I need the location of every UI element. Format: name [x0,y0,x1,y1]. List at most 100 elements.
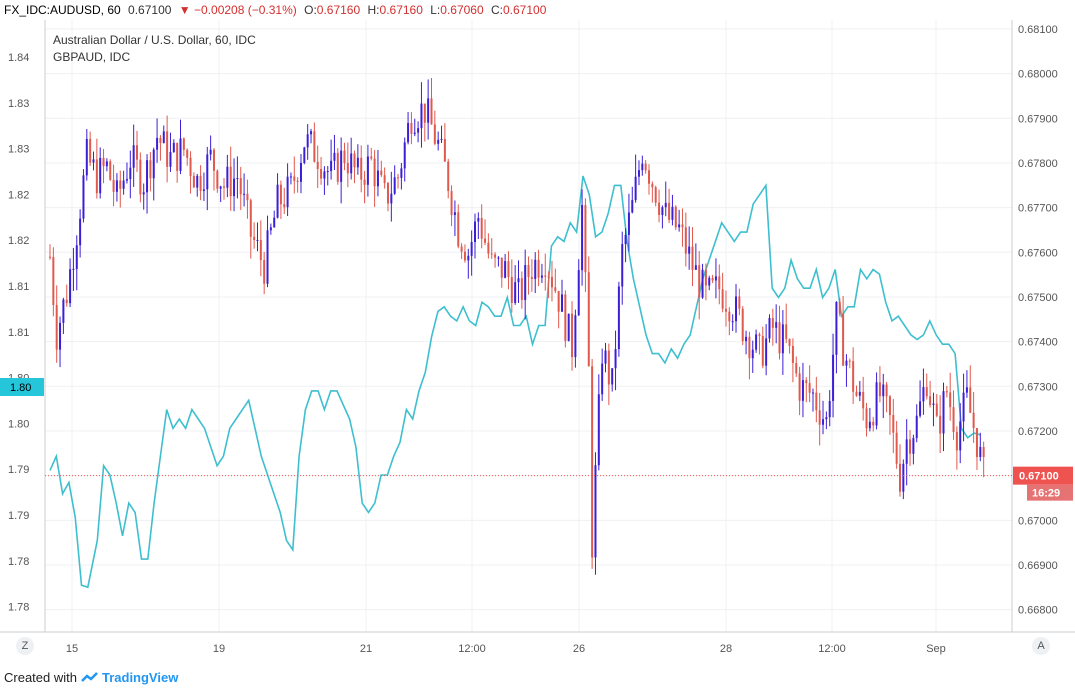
candle-body [554,287,557,292]
candle-body [735,296,738,322]
candle-body [805,380,808,384]
candle-body [955,432,958,451]
symbol-label[interactable]: FX_IDC:AUDUSD, 60 [4,3,121,17]
candle-body [49,256,51,258]
candle-body [353,153,356,168]
candle-body [778,322,781,354]
candle-body [868,421,871,429]
candle-body [621,244,624,287]
candle-body [249,200,252,237]
candle-body [199,175,202,191]
candle-body [79,218,82,246]
candle-body [52,257,55,306]
y-tick-label-left: 1.80 [8,418,29,430]
candle-body [316,161,319,170]
candle-body [939,415,942,434]
candle-body [326,171,329,173]
candle-body [547,276,550,278]
candle-body [253,236,256,241]
candle-body [65,299,68,304]
candle-body [888,396,891,416]
candle-body [146,160,149,193]
x-tick-label: 12:00 [458,643,486,655]
y-tick-label-left: 1.78 [8,602,29,614]
candle-body [376,170,379,187]
candle-body [99,157,102,194]
price-chart[interactable]: 0.68100 0.68000 0.67900 0.67800 0.67700 0.676… [0,20,1075,660]
chart-axes: 0.68100 0.68000 0.67900 0.67800 0.67700 0.676… [0,20,1075,655]
candle-body [457,212,460,247]
legend-main-series[interactable]: Australian Dollar / U.S. Dollar, 60, IDC [53,33,256,47]
candle-body [413,132,416,134]
candle-body [336,152,339,182]
candle-body [246,193,249,201]
candle-body [962,392,965,422]
candle-body [959,421,962,451]
candle-body [745,336,748,342]
candle-body [139,159,142,195]
candle-body [795,362,798,374]
candle-body [979,446,982,458]
tradingview-logo[interactable]: TradingView [81,670,178,685]
candle-body [855,391,858,396]
candle-body [283,204,286,208]
candle-body [125,179,128,181]
candle-body [691,246,694,270]
candle-body [845,360,848,366]
candle-body [842,313,845,366]
y-tick-label-right: 0.68000 [1018,69,1058,81]
candle-body [517,278,520,283]
candle-body [320,169,323,179]
candle-body [835,301,838,355]
legend-compare-series[interactable]: GBPAUD, IDC [53,50,130,64]
candle-body [738,296,741,309]
candle-body [540,275,543,278]
candle-body [781,324,784,354]
y-tick-label-right: 0.68100 [1018,24,1058,36]
candle-body [400,168,403,178]
candle-body [363,179,366,185]
candle-body [728,311,731,322]
candle-body [430,98,433,125]
candle-body [571,313,574,358]
candle-body [684,227,687,254]
high-value: 0.67160 [379,3,423,17]
candle-body [648,170,651,184]
candle-body [112,179,115,192]
y-tick-label-left: 1.82 [8,189,29,201]
candle-body [510,276,513,303]
candle-body [276,184,279,218]
candle-body [597,394,600,466]
created-with-label: Created with [4,670,77,685]
auto-scale-button[interactable]: A [1032,637,1050,655]
candle-body [470,241,473,256]
candle-body [775,322,778,328]
candle-body [504,261,507,278]
candle-body [952,407,955,433]
low-value: 0.67060 [440,3,484,17]
candle-body [912,438,915,454]
zoom-button[interactable]: Z [16,637,34,655]
candle-body [708,277,711,286]
candle-body [530,276,533,279]
candle-body [166,131,169,167]
candle-body [119,180,122,189]
candle-body [269,227,272,231]
candle-body [484,238,487,243]
last-price: 0.67100 [128,3,172,17]
candle-body [259,239,262,261]
candle-body [925,387,928,397]
candle-body [159,137,162,143]
x-tick-label: Sep [926,643,946,655]
candle-body [162,131,165,143]
candle-body [601,363,604,395]
close-value: 0.67100 [503,3,547,17]
candle-body [975,428,978,458]
candle-body [494,254,497,258]
candle-body [186,149,189,158]
y-tick-label-right: 0.67000 [1018,515,1058,527]
candle-body [229,166,232,197]
candle-body [875,382,878,426]
candle-body [714,276,717,281]
candle-body [617,286,620,350]
